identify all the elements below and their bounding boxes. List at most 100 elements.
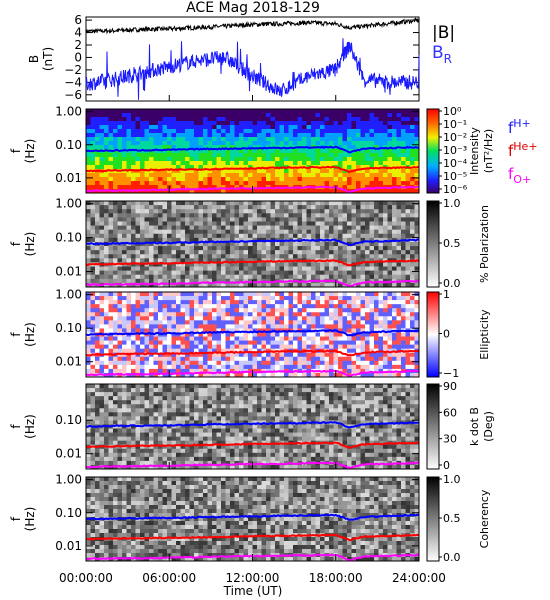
panel-ylabel: f [9, 148, 23, 153]
b-ytick-label: −4 [64, 75, 82, 89]
colorbar-tick-label: 10⁻⁵ [443, 170, 467, 183]
ytick-label: 0.01 [55, 265, 82, 279]
legend-f-h: fH+ [508, 117, 531, 137]
panel-ylabel: f [9, 516, 23, 521]
ytick-label: 0.10 [55, 413, 82, 427]
panel-ylabel: f [9, 332, 23, 337]
panel-coherency: 1.00 0.10 0.01 f (Hz) 1.0 0.5 0.0 Coherency [9, 473, 491, 564]
colorbar-tick-label: 10⁻³ [443, 144, 467, 157]
panel-ylabel: f [9, 241, 23, 246]
x-tick-label: 12:00:00 [226, 571, 280, 585]
x-tick-label: 24:00:00 [392, 571, 446, 585]
ytick-label: 0.10 [55, 138, 82, 152]
x-axis-label: Time (UT) [223, 584, 283, 598]
ytick-label: 1.00 [55, 288, 82, 302]
series-b-r [85, 38, 420, 100]
b-ylabel: B [27, 55, 41, 63]
colorbar-tick-label: 0.0 [443, 277, 461, 290]
x-axis: 00:00:00 06:00:00 12:00:00 18:00:00 24:00:00 [59, 571, 446, 585]
b-ytick-label: 4 [74, 26, 82, 40]
colorbar-tick-label: 0 [443, 459, 450, 472]
colorbar-tick-label: 30 [443, 433, 457, 446]
ytick-label: 0.01 [55, 539, 82, 553]
colorbar-label: Intensity [468, 127, 481, 175]
ytick-label: 1.00 [55, 105, 82, 119]
heatmap [86, 292, 420, 378]
colorbar-label: % Polarization [478, 205, 491, 283]
colorbar-tick-label: 0.5 [443, 512, 461, 525]
ytick-label: 0.01 [55, 447, 82, 461]
line-f-he [85, 441, 420, 449]
colorbar-tick-label: 1 [443, 288, 450, 301]
colorbar [426, 291, 440, 378]
colorbar-tick-label: 0.0 [443, 551, 461, 564]
legend-b-total: |B| [432, 23, 455, 43]
colorbar-unit: (Deg) [482, 411, 495, 442]
series-b-total [85, 17, 420, 35]
colorbar-tick-label: 0 [443, 328, 450, 341]
ytick-label: 0.01 [55, 355, 82, 369]
colorbar [426, 108, 440, 194]
ytick-label: 0.10 [55, 231, 82, 245]
chart-title: ACE Mag 2018-129 [186, 0, 320, 16]
colorbar [426, 476, 440, 562]
panel-polarization: 1.00 0.10 0.01 f (Hz) 1.0 0.5 0.0 % Polarization [9, 197, 491, 290]
line-f-h [85, 329, 420, 337]
colorbar-tick-label: 10⁻⁶ [443, 183, 468, 196]
ytick-label: 0.10 [55, 321, 82, 335]
b-ytick-label: −2 [64, 63, 82, 77]
line-f-he [85, 165, 420, 174]
heatmap [86, 477, 420, 562]
colorbar-tick-label: 10⁻¹ [443, 118, 467, 131]
panel-yunit: (Hz) [23, 322, 37, 347]
colorbar-tick-label: 10⁰ [443, 105, 462, 118]
heatmap [86, 109, 420, 194]
colorbar-label: Coherency [478, 489, 491, 548]
b-ytick-label: 6 [74, 13, 82, 27]
line-f-he [85, 258, 420, 267]
x-tick-label: 00:00:00 [59, 571, 113, 585]
ytick-label: 1.00 [55, 197, 82, 211]
panel-ellipticity: 1.00 0.10 0.01 f (Hz) 1 0 −1 Ellipticity [9, 288, 491, 380]
ytick-label: 0.10 [55, 506, 82, 520]
b-ytick-label: 2 [74, 38, 82, 52]
colorbar-tick-label: 10⁻² [443, 131, 467, 144]
colorbar-unit: (nT²/Hz) [482, 129, 495, 173]
colorbar-tick-label: −1 [443, 367, 459, 380]
panel-yunit: (Hz) [23, 414, 37, 439]
panel-k-dot-b: 0.10 0.01 f (Hz) 90 60 30 0 k dot B (Deg) [9, 380, 495, 472]
colorbar-tick-label: 1.0 [443, 197, 461, 210]
line-f-he [85, 349, 420, 357]
colorbar-tick-label: 60 [443, 406, 457, 419]
b-ytick-label: 0 [74, 50, 82, 64]
colorbar-label: Ellipticity [478, 309, 491, 360]
ytick-label: 0.01 [55, 171, 82, 185]
panel-yunit: (Hz) [23, 139, 37, 164]
b-ytick-label: −6 [64, 88, 82, 102]
panel-ylabel: f [9, 424, 23, 429]
ytick-label: 1.00 [55, 473, 82, 487]
panel-yunit: (Hz) [23, 507, 37, 532]
colorbar-label: k dot B [468, 407, 481, 446]
line-f-he [85, 533, 420, 542]
colorbar-tick-label: 90 [443, 380, 457, 393]
colorbar [426, 200, 440, 288]
x-tick-label: 18:00:00 [309, 571, 363, 585]
colorbar [426, 383, 440, 470]
legend-f-o: fO+ [508, 165, 531, 186]
x-tick-label: 06:00:00 [142, 571, 196, 585]
legend-b-r: BR [432, 43, 452, 66]
colorbar-tick-label: 10⁻⁴ [443, 157, 468, 170]
legend-f-he: fHe+ [508, 140, 538, 160]
colorbar-tick-label: 0.5 [443, 237, 461, 250]
line-f-h [85, 421, 420, 429]
b-yunit: (nT) [41, 47, 55, 71]
colorbar-tick-label: 1.0 [443, 473, 461, 486]
line-f-h [85, 238, 419, 247]
panel-yunit: (Hz) [23, 232, 37, 257]
line-f-h [85, 145, 419, 154]
gyro-legend: fH+ fHe+ fO+ [508, 117, 538, 186]
line-f-h [85, 513, 420, 521]
